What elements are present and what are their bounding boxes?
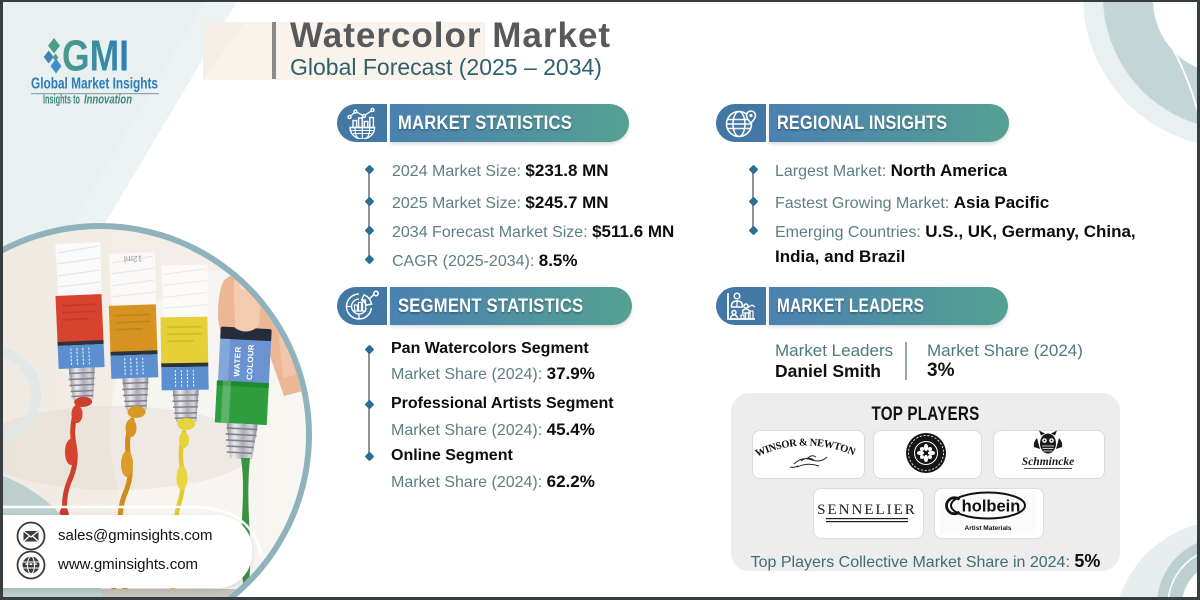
svg-text:WATER: WATER (232, 346, 243, 377)
svg-text:SENNELIER: SENNELIER (817, 502, 917, 518)
svg-text:holbein: holbein (962, 498, 1021, 516)
svg-text:GMI: GMI (62, 37, 129, 81)
svg-text:COLOUR: COLOUR (245, 344, 256, 380)
svg-text:WINSOR & NEWTON: WINSOR & NEWTON (754, 437, 857, 459)
svg-text:Innovation: Innovation (84, 93, 132, 107)
svg-text:Insights to: Insights to (43, 93, 80, 107)
svg-text:12ml: 12ml (124, 254, 143, 265)
svg-text:Schmincke: Schmincke (1022, 456, 1074, 468)
svg-text:Global Market Insights: Global Market Insights (31, 76, 158, 93)
svg-text:Artist Materials: Artist Materials (965, 525, 1012, 532)
